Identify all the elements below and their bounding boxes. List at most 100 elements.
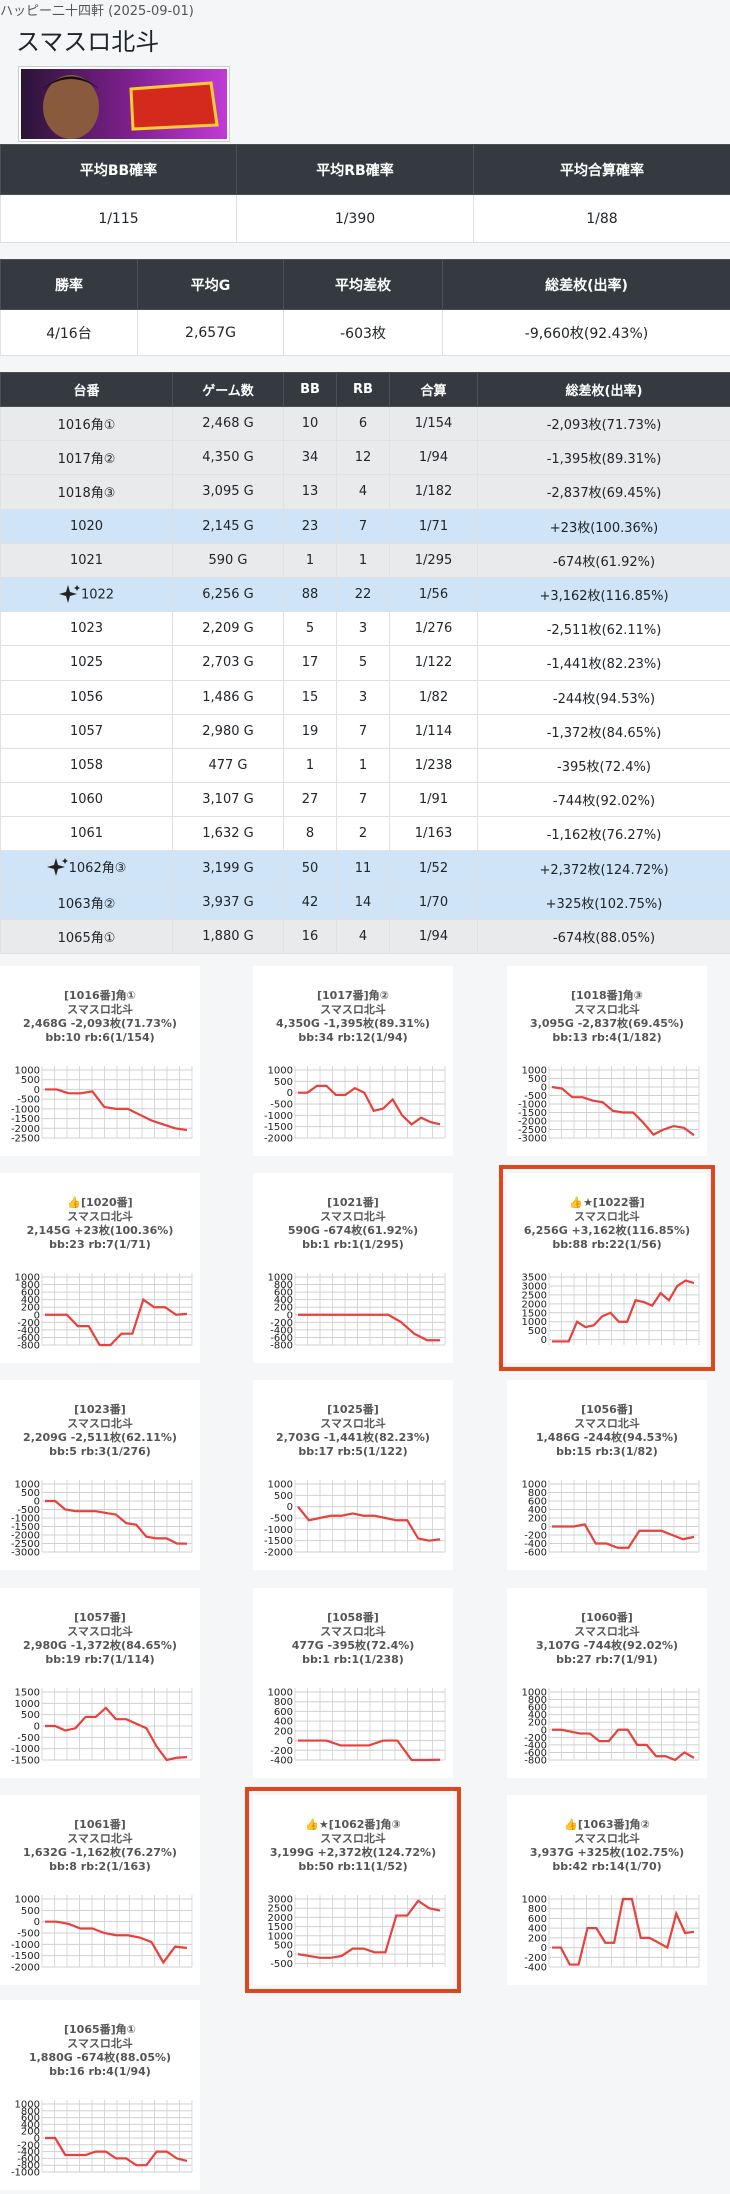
cell-text: 1,880 G	[202, 929, 253, 944]
cell-text: 1023	[70, 621, 103, 636]
data-line	[298, 1507, 440, 1541]
cell-text: 3	[359, 621, 367, 636]
chart-text: スマスロ北斗	[320, 1209, 386, 1223]
data-line	[552, 1524, 694, 1547]
cell-text: -9,660枚(92.43%)	[525, 326, 648, 342]
table-cell: +325枚(102.75%)	[478, 885, 730, 919]
cell-text: 1062角③	[69, 861, 127, 876]
table-cell: 1/154	[390, 407, 478, 441]
chart-text: 👍[1020番]	[67, 1195, 132, 1209]
y-tick-label: -2000	[11, 1963, 40, 1974]
table-cell: 2,468 G	[173, 407, 284, 441]
y-tick-label: -500	[270, 1514, 293, 1525]
cell-text: 1016角①	[58, 418, 116, 433]
table-cell: 11	[337, 851, 390, 885]
table-cell: 1/238	[390, 748, 478, 782]
y-tick-label: -500	[17, 1929, 40, 1940]
table-cell: 4	[337, 475, 390, 509]
chart-text: bb:10 rb:6(1/154)	[45, 1031, 154, 1044]
y-tick-label: 1000	[268, 1480, 293, 1491]
chart-text: スマスロ北斗	[574, 1624, 640, 1638]
table-cell: 1060	[1, 783, 173, 817]
chart-text: [1056番]	[581, 1402, 633, 1416]
column-header: 合算	[390, 373, 478, 407]
chart-text: 3,199G +2,372枚(124.72%)	[270, 1845, 436, 1859]
data-line	[298, 1901, 440, 1958]
chart-text: 👍[1063番]角②	[564, 1817, 650, 1831]
chart-text: bb:5 rb:3(1/276)	[49, 1445, 151, 1458]
y-tick-label: 0	[34, 1722, 40, 1733]
cell-text: 2	[359, 826, 367, 841]
table-cell: +3,162枚(116.85%)	[478, 577, 730, 611]
cell-text: +2,372枚(124.72%)	[539, 863, 668, 878]
chart-text: スマスロ北斗	[67, 1209, 133, 1223]
y-tick-label: -800	[17, 1341, 40, 1352]
data-line	[45, 1501, 187, 1544]
y-tick-label: -1500	[264, 1122, 293, 1133]
y-tick-label: -800	[270, 1341, 293, 1352]
table-cell: -2,511枚(62.11%)	[478, 612, 730, 646]
cell-text: 1018角③	[58, 486, 116, 501]
table-cell: 1065角①	[1, 919, 173, 953]
table-cell: 1056	[1, 680, 173, 714]
cell-text: 42	[302, 895, 319, 910]
cell-text: 1/56	[419, 587, 448, 602]
chart-text: [1016番]角①	[64, 988, 136, 1002]
cell-text: 4	[359, 929, 367, 944]
table-cell: 2,145 G	[173, 509, 284, 543]
y-tick-label: 1000	[15, 1699, 40, 1710]
cell-text: 16	[302, 929, 319, 944]
y-tick-label: -1000	[11, 1744, 40, 1755]
table-cell: 1/182	[390, 475, 478, 509]
cell-text: 50	[302, 861, 319, 876]
chart-text: 3,107G -744枚(92.02%)	[536, 1638, 678, 1652]
cell-text: 14	[355, 895, 372, 910]
cell-text: -1,162枚(76.27%)	[547, 828, 662, 843]
chart-text: [1025番]	[327, 1402, 379, 1416]
sparkle-shape	[47, 858, 68, 876]
y-tick-label: 500	[21, 1906, 40, 1917]
table-cell: 1022	[1, 577, 173, 611]
y-tick-label: -500	[270, 1959, 293, 1970]
chart-text: bb:13 rb:4(1/182)	[552, 1031, 661, 1044]
chart-text: 1,486G -244枚(94.53%)	[536, 1430, 678, 1444]
cell-text: 19	[302, 724, 319, 739]
table-cell: -1,395枚(89.31%)	[478, 441, 730, 475]
chart-text: [1021番]	[327, 1195, 379, 1209]
table-cell: 1/82	[390, 680, 478, 714]
chart-text: [1061番]	[74, 1817, 126, 1831]
cell-text: 1	[306, 758, 314, 773]
cell-text: 1063角②	[58, 897, 116, 912]
column-header: 総差枚(出率)	[478, 373, 730, 407]
data-line	[45, 1089, 187, 1130]
table-cell: 1020	[1, 509, 173, 543]
cell-text: 1	[359, 758, 367, 773]
table-cell: 15	[284, 680, 337, 714]
cell-text: 1/70	[419, 895, 448, 910]
table-cell: 1025	[1, 646, 173, 680]
cell-text: -1,395枚(89.31%)	[547, 452, 662, 467]
column-header: BB	[284, 373, 337, 407]
sparkle-icon	[47, 857, 69, 879]
cell-text: 1017角②	[58, 452, 116, 467]
table-cell: 13	[284, 475, 337, 509]
chart-text: bb:16 rb:4(1/94)	[49, 2065, 151, 2078]
column-header: 平均差枚	[284, 260, 443, 310]
y-tick-label: -500	[17, 1733, 40, 1744]
table-cell: 4	[337, 919, 390, 953]
table-cell: 1/56	[390, 577, 478, 611]
